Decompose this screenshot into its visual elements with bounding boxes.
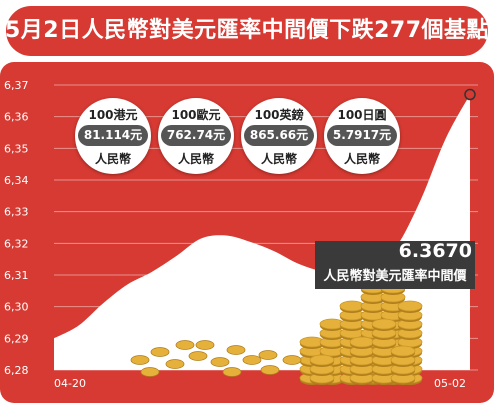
y-tick-label: 6,36 — [4, 111, 29, 124]
last-point-marker — [464, 88, 476, 101]
y-tick-label: 6,30 — [4, 301, 29, 314]
y-tick-label: 6,34 — [4, 174, 29, 187]
x-tick-label: 05-02 — [434, 377, 466, 390]
coin — [309, 354, 335, 366]
currency-label: 100歐元 — [171, 108, 221, 122]
unit-label: 人民幣 — [94, 152, 131, 166]
y-tick-label: 6,28 — [4, 364, 29, 377]
coin — [371, 318, 397, 330]
coin — [349, 336, 375, 348]
x-tick-label: 04-20 — [54, 377, 86, 390]
y-tick-label: 6,31 — [4, 269, 29, 282]
currency-label: 100港元 — [88, 108, 138, 122]
coin — [222, 367, 242, 377]
coin — [140, 367, 160, 377]
y-tick-label: 6,35 — [4, 142, 29, 155]
coin — [188, 351, 208, 361]
coin — [130, 355, 150, 365]
coin — [242, 355, 262, 365]
y-tick-label: 6,33 — [4, 206, 29, 219]
coin — [260, 365, 280, 375]
coin — [397, 300, 423, 312]
coin — [175, 340, 195, 350]
conversion-bubble-jpy: 100日圓 5.7917元 人民幣 — [324, 98, 400, 174]
coin — [195, 340, 215, 350]
conversion-amount: 81.114元 — [78, 125, 148, 146]
currency-label: 100英鎊 — [254, 108, 304, 122]
conversion-amount: 5.7917元 — [327, 125, 397, 146]
conversion-amount: 865.66元 — [244, 125, 314, 146]
annotation-value: 6.3670 — [398, 240, 472, 262]
coin — [210, 357, 230, 367]
y-tick-label: 6,32 — [4, 237, 29, 250]
coin — [150, 347, 170, 357]
coin — [339, 300, 365, 312]
conversion-bubble-hkd: 100港元 81.114元 人民幣 — [75, 98, 151, 174]
annotation-box — [315, 241, 475, 289]
unit-label: 人民幣 — [260, 152, 297, 166]
unit-label: 人民幣 — [177, 152, 214, 166]
unit-label: 人民幣 — [343, 152, 380, 166]
conversion-bubble-gbp: 100英鎊 865.66元 人民幣 — [241, 98, 317, 174]
conversion-amount: 762.74元 — [161, 125, 231, 146]
y-tick-label: 6,37 — [4, 79, 29, 92]
coin — [282, 355, 302, 365]
currency-label: 100日圓 — [337, 108, 387, 122]
coin — [165, 359, 185, 369]
title-banner — [6, 6, 488, 56]
conversion-bubble-eur: 100歐元 762.74元 人民幣 — [158, 98, 234, 174]
coin — [258, 350, 278, 360]
coin — [226, 345, 246, 355]
y-tick-label: 6,29 — [4, 332, 29, 345]
annotation-label: 人民幣對美元匯率中間價 — [323, 269, 467, 284]
coin — [390, 345, 416, 357]
chart-title: 5月2日人民幣對美元匯率中間價下跌277個基點 — [4, 18, 490, 43]
